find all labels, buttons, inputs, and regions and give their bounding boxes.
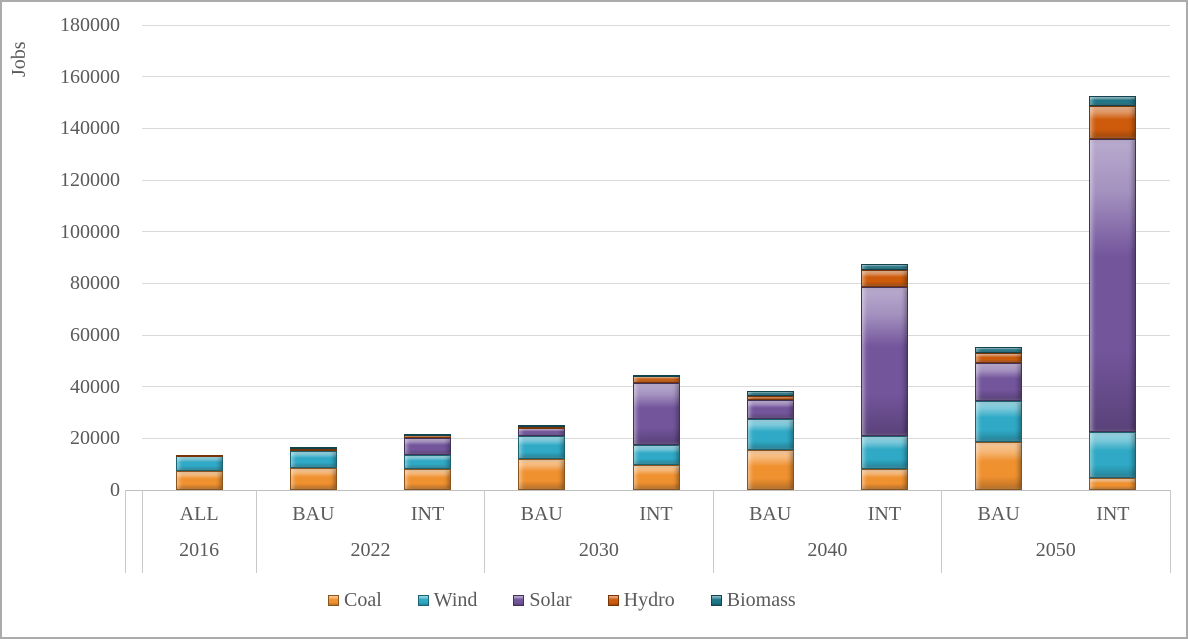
legend-swatch-coal-icon xyxy=(328,594,339,606)
bar-segment-solar xyxy=(518,428,566,436)
bar-segment-coal xyxy=(289,468,337,490)
bar-segment-biomass xyxy=(860,263,908,271)
bar-segment-hydro xyxy=(860,270,908,288)
legend-swatch-biomass-icon xyxy=(710,594,722,606)
scenario-label: INT xyxy=(867,503,902,525)
y-tick-label: 60000 xyxy=(70,324,120,346)
bar-segment-coal xyxy=(975,442,1023,490)
category-divider xyxy=(712,490,714,573)
category-divider xyxy=(941,490,943,573)
bar-segment-wind xyxy=(404,455,452,470)
category-divider xyxy=(1169,490,1171,573)
bar-segment-hydro xyxy=(289,448,337,451)
bar-segment-hydro xyxy=(746,395,794,400)
bar-segment-coal xyxy=(1089,478,1137,490)
bar-segment-coal xyxy=(518,459,566,490)
y-gridline xyxy=(142,334,1170,336)
bar-segment-biomass xyxy=(975,346,1023,354)
bar-segment-solar xyxy=(632,382,680,445)
bar-segment-hydro xyxy=(1089,106,1137,139)
year-label: 2050 xyxy=(1035,539,1076,561)
legend: Coal Wind Solar Hydro Biomass xyxy=(328,586,796,614)
bar-segment-wind xyxy=(975,400,1023,443)
bar-segment-wind xyxy=(632,444,680,466)
category-divider xyxy=(255,490,257,573)
bar-segment-hydro xyxy=(975,353,1023,364)
bar-segment-biomass xyxy=(632,374,680,377)
bar-segment-coal xyxy=(175,470,223,490)
legend-swatch-wind-icon xyxy=(417,594,429,606)
bar-segment-solar xyxy=(746,399,794,419)
year-label: 2040 xyxy=(807,539,848,561)
bar-segment-wind xyxy=(1089,431,1137,479)
legend-label: Wind xyxy=(433,588,478,611)
y-gridline xyxy=(142,231,1170,233)
y-gridline xyxy=(142,76,1170,78)
x-axis-line xyxy=(125,489,1170,491)
bar-segment-wind xyxy=(175,456,223,471)
scenario-label: INT xyxy=(1096,503,1130,525)
y-tick-label: 160000 xyxy=(60,65,120,88)
bar-segment-solar xyxy=(860,287,908,436)
bar-segment-biomass xyxy=(1089,96,1137,107)
scenario-label: BAU xyxy=(749,503,792,525)
year-label: 2030 xyxy=(578,539,619,561)
legend-item-biomass: Biomass xyxy=(710,588,796,612)
category-divider xyxy=(142,490,143,573)
y-gridline xyxy=(142,179,1170,181)
scenario-label: INT xyxy=(410,503,445,525)
y-tick-label: 0 xyxy=(110,479,120,501)
bar-segment-biomass xyxy=(289,447,337,450)
scenario-label: INT xyxy=(639,503,673,525)
scenario-label: ALL xyxy=(179,503,219,525)
scenario-label: BAU xyxy=(977,503,1020,525)
legend-swatch-hydro-icon xyxy=(607,594,619,606)
bar-segment-coal xyxy=(404,469,452,490)
y-tick-label: 20000 xyxy=(70,427,120,450)
bar-segment-coal xyxy=(746,449,794,490)
legend-item-wind: Wind xyxy=(417,588,478,612)
scenario-label: BAU xyxy=(292,503,335,525)
bar-segment-biomass xyxy=(404,434,452,437)
legend-item-solar: Solar xyxy=(513,588,572,612)
y-tick-label: 40000 xyxy=(70,375,120,398)
legend-item-hydro: Hydro xyxy=(607,588,675,612)
legend-label: Solar xyxy=(529,588,572,611)
y-tick-label: 140000 xyxy=(60,117,120,140)
bar-segment-wind xyxy=(746,418,794,450)
year-label: 2016 xyxy=(179,539,220,561)
category-divider xyxy=(125,490,126,573)
bar-segment-solar xyxy=(1089,138,1137,432)
y-tick-label: 120000 xyxy=(60,169,120,191)
bar-segment-solar xyxy=(404,438,452,456)
bar-segment-biomass xyxy=(746,390,794,396)
y-gridline xyxy=(142,282,1170,284)
legend-swatch-solar-icon xyxy=(513,594,525,606)
bar-segment-solar xyxy=(975,363,1023,401)
y-tick-label: 80000 xyxy=(70,272,120,295)
bar-segment-coal xyxy=(632,465,680,490)
legend-label: Hydro xyxy=(623,588,675,611)
bar-segment-hydro xyxy=(175,455,223,458)
bar-segment-coal xyxy=(860,469,908,490)
year-label: 2022 xyxy=(350,539,391,561)
category-divider xyxy=(484,490,486,573)
bar-segment-wind xyxy=(860,435,908,470)
y-tick-label: 180000 xyxy=(60,14,120,36)
bar-segment-hydro xyxy=(632,376,680,383)
bar-segment-wind xyxy=(518,435,566,459)
y-tick-label: 100000 xyxy=(60,220,120,243)
legend-item-coal: Coal xyxy=(328,589,382,612)
legend-label: Biomass xyxy=(726,588,796,611)
legend-label: Coal xyxy=(344,588,382,611)
y-gridline xyxy=(142,127,1170,129)
y-gridline xyxy=(142,24,1170,26)
scenario-label: BAU xyxy=(520,503,563,525)
bar-segment-wind xyxy=(289,451,337,469)
bar-segment-biomass xyxy=(518,425,566,428)
